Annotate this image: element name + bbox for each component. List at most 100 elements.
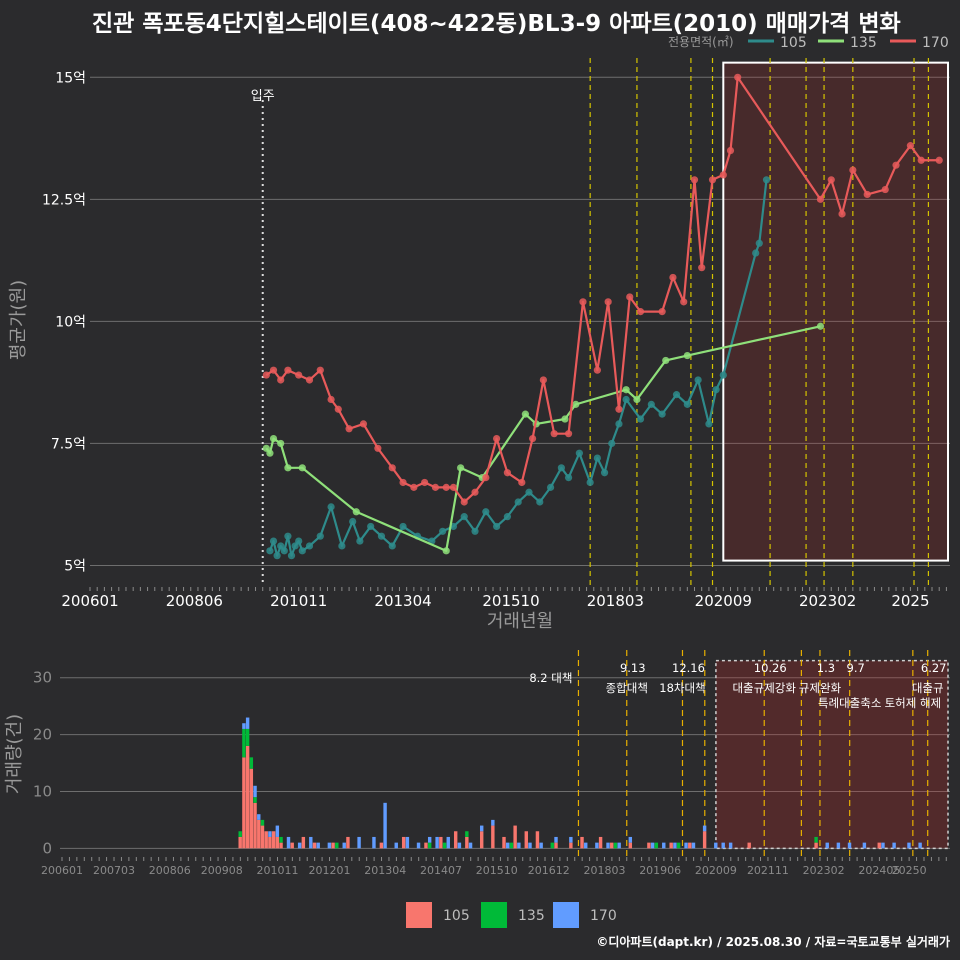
volume-x-tick-label: 20250 xyxy=(892,864,927,877)
volume-bar-105 xyxy=(242,757,246,849)
policy-label-sub: 토허제 해제 xyxy=(885,696,942,710)
data-point-170 xyxy=(359,420,368,428)
data-point-170 xyxy=(295,371,303,379)
data-point-105 xyxy=(298,547,306,555)
policy-label: 8.2 대책 xyxy=(529,671,572,685)
data-point-105 xyxy=(471,527,479,535)
volume-bar-105 xyxy=(598,836,603,849)
data-point-105 xyxy=(536,498,544,506)
price-x-axis-title: 거래년월 xyxy=(487,611,553,632)
price-y-tick-label: 15억 xyxy=(55,70,86,86)
data-point-105 xyxy=(338,542,346,550)
policy-label: 6.27 xyxy=(921,661,947,675)
data-point-105 xyxy=(719,371,727,379)
volume-legend-label-170: 170 xyxy=(590,908,617,924)
volume-x-tick-label: 201906 xyxy=(639,864,681,877)
data-point-105 xyxy=(280,547,288,555)
data-point-105 xyxy=(755,239,763,247)
data-point-170 xyxy=(698,264,706,272)
volume-bar-105 xyxy=(569,842,573,849)
volume-bar-170 xyxy=(253,785,257,798)
data-point-105 xyxy=(316,532,324,540)
data-point-105 xyxy=(672,391,681,399)
data-point-105 xyxy=(295,537,303,545)
data-point-135 xyxy=(352,508,360,516)
volume-bar-170 xyxy=(427,836,432,843)
data-point-105 xyxy=(622,395,630,404)
volume-bar-170 xyxy=(554,836,558,843)
data-point-135 xyxy=(622,386,630,394)
data-point-105 xyxy=(439,527,447,535)
volume-bar-170 xyxy=(372,836,376,849)
data-point-170 xyxy=(503,469,512,477)
data-point-170 xyxy=(493,434,501,443)
policy-label: 9.7 xyxy=(847,661,865,675)
price-y-tick-label: 7.5억 xyxy=(51,436,86,452)
volume-bar-105 xyxy=(275,836,280,849)
data-point-135 xyxy=(683,351,691,360)
data-point-105 xyxy=(287,552,296,560)
volume-y-axis-title: 거래량(건) xyxy=(4,714,25,794)
volume-bar-105 xyxy=(747,842,751,849)
data-point-170 xyxy=(421,478,429,487)
volume-bar-105 xyxy=(479,831,484,849)
volume-bar-170 xyxy=(584,842,588,849)
policy-label-sub: 대출규제강화 xyxy=(732,681,796,695)
volume-bar-105 xyxy=(669,842,673,849)
volume-bar-105 xyxy=(379,842,384,849)
volume-bar-105 xyxy=(331,842,335,849)
legend-label-105: 105 xyxy=(780,35,807,51)
volume-bar-170 xyxy=(825,842,829,849)
volume-bar-170 xyxy=(862,842,867,849)
volume-bar-135 xyxy=(550,842,555,849)
data-point-135 xyxy=(521,410,529,418)
volume-bar-105 xyxy=(628,842,633,849)
volume-bar-170 xyxy=(327,842,332,849)
volume-bar-135 xyxy=(253,797,257,803)
data-point-170 xyxy=(431,483,440,491)
volume-bar-105 xyxy=(290,842,294,849)
volume-legend-swatch-135 xyxy=(481,902,507,928)
data-point-170 xyxy=(906,142,915,150)
volume-bar-105 xyxy=(271,831,276,849)
volume-bar-105 xyxy=(245,745,250,849)
data-point-170 xyxy=(726,146,735,155)
volume-legend-swatch-105 xyxy=(406,902,432,928)
data-point-105 xyxy=(349,517,357,526)
volume-bar-105 xyxy=(312,842,317,849)
data-point-170 xyxy=(528,434,537,443)
volume-bar-105 xyxy=(249,768,254,849)
data-point-105 xyxy=(266,547,274,555)
data-point-170 xyxy=(604,298,612,306)
data-point-105 xyxy=(658,410,666,418)
data-point-135 xyxy=(269,434,278,443)
volume-bar-170 xyxy=(606,842,610,849)
volume-x-tick-label: 201407 xyxy=(420,864,462,877)
volume-bar-170 xyxy=(245,717,250,729)
volume-bar-105 xyxy=(580,836,584,849)
price-y-tick-label: 12.5억 xyxy=(42,192,86,208)
data-point-105 xyxy=(752,249,760,257)
data-point-170 xyxy=(690,176,699,184)
data-point-105 xyxy=(269,537,278,545)
price-y-tick-label: 5억 xyxy=(64,558,86,574)
data-point-170 xyxy=(410,483,418,491)
volume-bar-135 xyxy=(242,728,246,758)
volume-bar-135 xyxy=(814,836,818,843)
volume-bar-105 xyxy=(257,819,261,849)
policy-label-sub: 대출규 xyxy=(912,681,944,695)
data-point-170 xyxy=(708,176,717,184)
volume-bar-170 xyxy=(383,802,387,849)
volume-bar-170 xyxy=(268,831,272,837)
volume-bar-105 xyxy=(264,831,268,849)
volume-bar-135 xyxy=(465,831,469,837)
data-point-135 xyxy=(816,322,825,330)
legend-title: 전용면적(㎡) xyxy=(668,35,734,49)
volume-bar-105 xyxy=(491,825,495,849)
volume-bar-170 xyxy=(881,842,885,849)
volume-bar-105 xyxy=(401,836,406,849)
policy-label: 9.13 xyxy=(620,661,646,675)
policy-label-sub: 특례대출축소 xyxy=(818,696,881,710)
price-x-tick-label: 200806 xyxy=(166,592,223,610)
data-point-170 xyxy=(658,308,666,316)
